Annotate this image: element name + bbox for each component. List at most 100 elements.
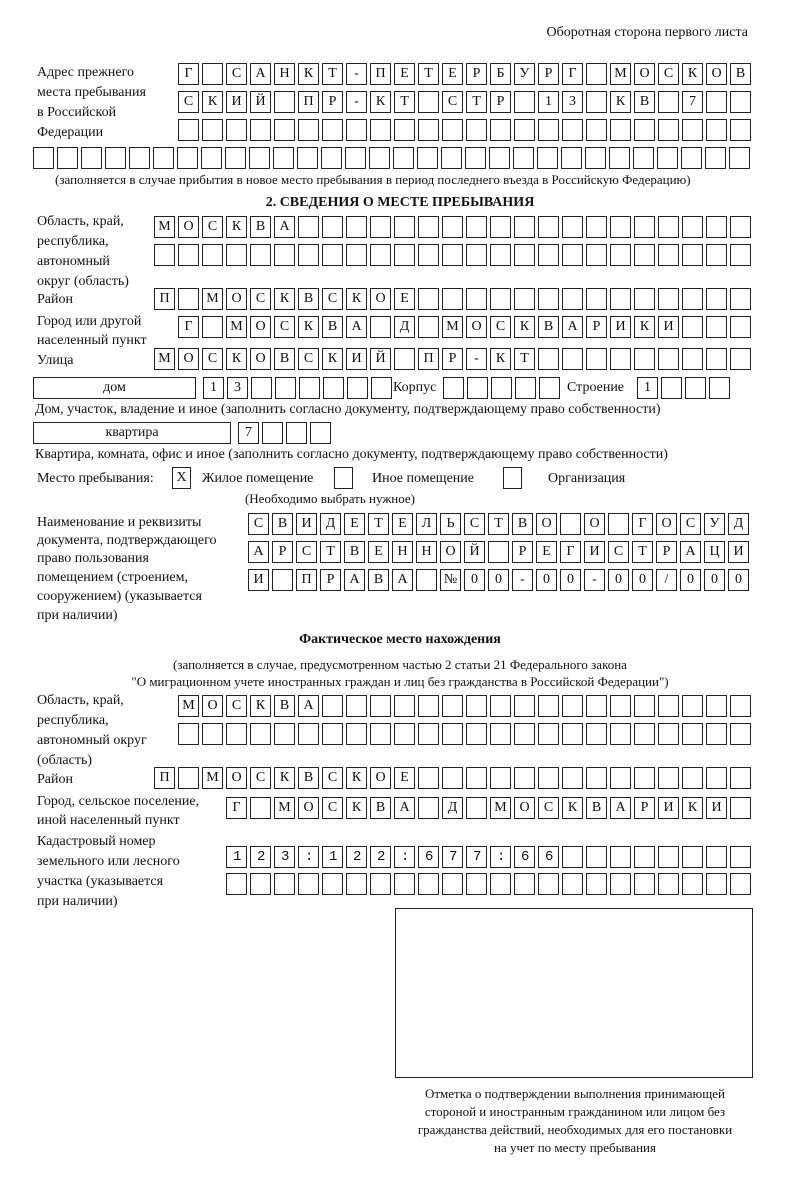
char-cell[interactable] (490, 767, 511, 789)
char-cell[interactable]: - (584, 569, 605, 591)
char-cell[interactable] (706, 288, 727, 310)
char-cell[interactable]: Т (514, 348, 535, 370)
char-cell[interactable] (417, 147, 438, 169)
char-cell[interactable] (562, 846, 583, 868)
char-cell[interactable] (608, 513, 629, 535)
char-cell[interactable] (586, 119, 607, 141)
char-cell[interactable]: Р (538, 63, 559, 85)
char-cell[interactable]: Е (442, 63, 463, 85)
char-cell[interactable]: А (680, 541, 701, 563)
char-cell[interactable] (634, 695, 655, 717)
char-cell[interactable] (249, 147, 270, 169)
char-cell[interactable]: Р (320, 569, 341, 591)
char-cell[interactable] (490, 288, 511, 310)
char-cell[interactable] (418, 695, 439, 717)
char-cell[interactable]: Р (466, 63, 487, 85)
char-cell[interactable]: К (514, 316, 535, 338)
char-cell[interactable] (323, 377, 344, 399)
char-cell[interactable]: К (226, 348, 247, 370)
char-cell[interactable] (515, 377, 536, 399)
char-cell[interactable]: В (344, 541, 365, 563)
char-cell[interactable]: Т (368, 513, 389, 535)
char-cell[interactable] (418, 797, 439, 819)
char-cell[interactable] (538, 216, 559, 238)
char-cell[interactable] (562, 873, 583, 895)
char-cell[interactable]: Р (442, 348, 463, 370)
char-cell[interactable] (658, 767, 679, 789)
char-cell[interactable]: В (730, 63, 751, 85)
char-cell[interactable] (514, 695, 535, 717)
char-cell[interactable] (370, 316, 391, 338)
char-cell[interactable] (322, 873, 343, 895)
char-cell[interactable]: А (562, 316, 583, 338)
char-cell[interactable] (250, 873, 271, 895)
char-cell[interactable] (514, 767, 535, 789)
char-cell[interactable] (202, 63, 223, 85)
char-cell[interactable] (226, 119, 247, 141)
char-cell[interactable]: Р (656, 541, 677, 563)
char-cell[interactable]: Г (178, 63, 199, 85)
char-cell[interactable]: М (274, 797, 295, 819)
char-cell[interactable] (346, 695, 367, 717)
char-cell[interactable] (370, 723, 391, 745)
char-cell[interactable]: И (226, 91, 247, 113)
char-cell[interactable] (490, 119, 511, 141)
char-cell[interactable]: М (490, 797, 511, 819)
char-cell[interactable]: И (706, 797, 727, 819)
char-cell[interactable] (129, 147, 150, 169)
char-cell[interactable] (322, 723, 343, 745)
char-cell[interactable] (538, 244, 559, 266)
char-cell[interactable] (394, 348, 415, 370)
char-cell[interactable] (586, 348, 607, 370)
char-cell[interactable] (634, 767, 655, 789)
char-cell[interactable]: В (538, 316, 559, 338)
char-cell[interactable] (538, 695, 559, 717)
char-cell[interactable] (490, 723, 511, 745)
char-cell[interactable]: Н (392, 541, 413, 563)
char-cell[interactable] (177, 147, 198, 169)
char-cell[interactable] (610, 723, 631, 745)
char-cell[interactable] (682, 348, 703, 370)
char-cell[interactable] (514, 119, 535, 141)
char-cell[interactable]: Г (632, 513, 653, 535)
char-cell[interactable] (658, 91, 679, 113)
char-cell[interactable]: Р (586, 316, 607, 338)
char-cell[interactable]: 0 (704, 569, 725, 591)
char-cell[interactable]: К (298, 316, 319, 338)
char-cell[interactable] (610, 767, 631, 789)
char-cell[interactable] (538, 767, 559, 789)
char-cell[interactable] (178, 244, 199, 266)
char-cell[interactable] (586, 288, 607, 310)
char-cell[interactable] (490, 846, 511, 868)
char-cell[interactable] (154, 244, 175, 266)
char-cell[interactable] (658, 119, 679, 141)
char-cell[interactable] (538, 723, 559, 745)
char-cell[interactable] (514, 873, 535, 895)
char-cell[interactable]: 0 (632, 569, 653, 591)
char-cell[interactable]: О (584, 513, 605, 535)
char-cell[interactable]: В (298, 767, 319, 789)
char-cell[interactable] (609, 147, 630, 169)
char-cell[interactable]: К (322, 348, 343, 370)
char-cell[interactable] (81, 147, 102, 169)
char-cell[interactable] (178, 119, 199, 141)
char-cell[interactable] (298, 244, 319, 266)
char-cell[interactable]: Г (226, 797, 247, 819)
char-cell[interactable] (730, 216, 751, 238)
char-cell[interactable]: И (658, 797, 679, 819)
char-cell[interactable]: К (682, 797, 703, 819)
char-cell[interactable] (730, 723, 751, 745)
char-cell[interactable]: К (562, 797, 583, 819)
char-cell[interactable] (322, 695, 343, 717)
char-cell[interactable] (490, 695, 511, 717)
char-cell[interactable] (586, 244, 607, 266)
char-cell[interactable]: Д (394, 316, 415, 338)
char-cell[interactable] (225, 147, 246, 169)
char-cell[interactable]: И (728, 541, 749, 563)
char-cell[interactable] (371, 377, 392, 399)
char-cell[interactable] (442, 723, 463, 745)
char-cell[interactable] (321, 147, 342, 169)
char-cell[interactable]: Е (368, 541, 389, 563)
char-cell[interactable]: О (178, 216, 199, 238)
char-cell[interactable]: С (608, 541, 629, 563)
